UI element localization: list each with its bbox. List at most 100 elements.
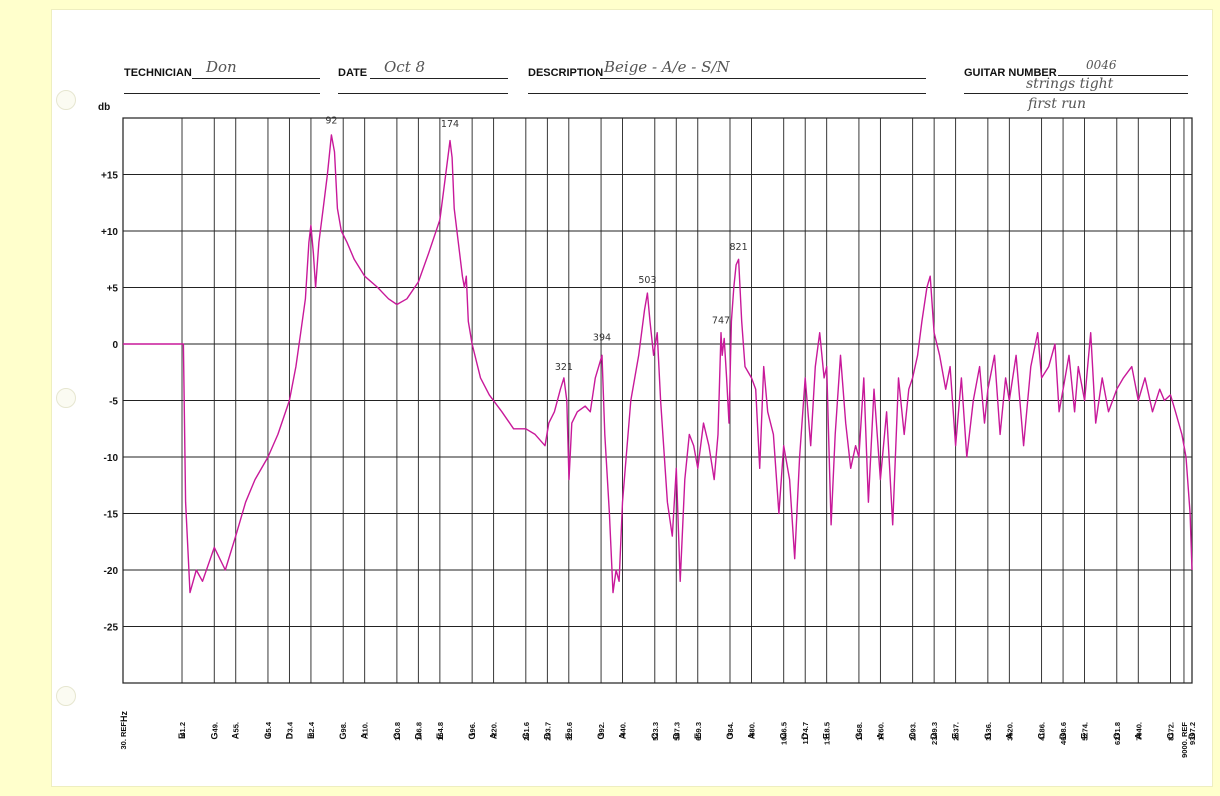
date-line-2 <box>338 93 508 94</box>
x-tick-label: 392. <box>597 722 606 737</box>
y-tick-label: -15 <box>104 510 119 521</box>
x-note-label: E <box>435 733 445 739</box>
x-note-label: C <box>263 732 273 739</box>
x-note-label: A <box>1004 732 1014 739</box>
x-note-label: E <box>693 733 703 739</box>
peak-annotation: 503 <box>638 275 656 286</box>
x-note-label: G <box>725 732 735 739</box>
x-note-label: D <box>800 732 810 739</box>
technician-line <box>192 78 320 79</box>
x-tick-label: 55. <box>232 722 241 732</box>
y-tick-label: +15 <box>101 171 118 182</box>
x-note-label: C <box>521 732 531 739</box>
x-note-label: E <box>822 733 832 739</box>
x-tick-label: 1760. <box>876 722 885 741</box>
peak-annotation: 321 <box>555 362 573 373</box>
x-tick-label: 8372. <box>1167 722 1176 741</box>
peak-annotation: 747 <box>712 316 730 327</box>
x-note-label: A <box>746 732 756 739</box>
x-note-label: C <box>779 732 789 739</box>
guitar-number-line <box>1058 75 1188 76</box>
notes-line-1: strings tight <box>1026 76 1114 92</box>
technician-label: TECHNICIAN <box>124 67 192 79</box>
x-tick-label: 293.7 <box>543 722 552 741</box>
chart-grid <box>122 117 1193 684</box>
punch-hole <box>56 388 76 408</box>
y-tick-labels: +15 +10 +5 0 -5 -10 -15 -20 -25 <box>101 171 118 634</box>
x-note-label: A <box>1133 732 1143 739</box>
x-note-label: A <box>231 732 241 739</box>
x-note-label: C <box>908 732 918 739</box>
x-tick-label: 7040. <box>1134 722 1143 741</box>
y-tick-label: +5 <box>107 284 119 295</box>
x-note-label: D <box>542 732 552 739</box>
x-note-label: A <box>360 732 370 739</box>
x-note-label: A <box>875 732 885 739</box>
x-note-label: C <box>392 732 402 739</box>
x-tick-label: 41.2 <box>178 722 187 737</box>
date-value: Oct 8 <box>384 58 426 76</box>
description-line-2 <box>528 93 926 94</box>
x-tick-label: 1568. <box>855 722 864 741</box>
x-tick-label: 3520. <box>1005 722 1014 741</box>
description-value: Beige - A/e - S/N <box>604 58 730 76</box>
x-tick-label: 4698.6 <box>1059 722 1068 745</box>
x-tick-label: 523.3 <box>651 722 660 741</box>
x-tick-label: 30. REF <box>119 722 128 750</box>
notes-line-2: first run <box>1028 96 1087 112</box>
x-tick-label: 6271.8 <box>1113 722 1122 745</box>
y-tick-label: +10 <box>101 227 118 238</box>
x-note-label: D <box>413 732 423 739</box>
x-tick-label: 2637. <box>952 722 961 741</box>
guitar-number-value: 0046 <box>1086 58 1117 72</box>
x-tick-label: 220. <box>490 722 499 737</box>
x-tick-label: 130.8 <box>393 722 402 741</box>
x-tick-label: 82.4 <box>307 721 316 736</box>
x-tick-label: 2349.3 <box>930 722 939 745</box>
x-tick-label: 49. <box>210 722 219 732</box>
description-line <box>600 78 926 79</box>
x-tick-label: 2093. <box>909 722 918 741</box>
chart-sheet <box>52 10 1212 786</box>
x-note-label: G <box>467 732 477 739</box>
y-tick-label: -10 <box>104 453 119 464</box>
x-note-label: D <box>929 732 939 739</box>
punch-hole <box>56 90 76 110</box>
x-tick-label: 9397.2 <box>1188 722 1197 745</box>
x-tick-label: 98. <box>339 722 348 732</box>
x-note-label: A <box>489 732 499 739</box>
x-note-label: G <box>209 732 219 739</box>
peak-annotation: 821 <box>730 242 748 253</box>
punch-hole <box>56 686 76 706</box>
x-tick-label: 1174.7 <box>801 722 810 745</box>
x-tick-label: 164.8 <box>436 722 445 741</box>
annotation-layer: 92 174 321 394 503 747 821 <box>325 116 747 373</box>
x-note-label: D <box>1058 732 1068 739</box>
technician-value: Don <box>206 58 237 76</box>
x-tick-label: 146.8 <box>414 722 423 741</box>
x-tick-label: 587.3 <box>672 722 681 741</box>
date-line <box>370 78 508 79</box>
x-tick-label: 4186. <box>1038 722 1047 741</box>
x-note-label: D <box>671 732 681 739</box>
x-note-label: E <box>177 733 187 739</box>
x-note-label: D <box>284 732 294 739</box>
y-tick-label: -5 <box>109 397 118 408</box>
x-note-label: G <box>1112 732 1122 739</box>
x-note-label: E <box>306 733 316 739</box>
x-tick-label: 196. <box>468 722 477 737</box>
peak-annotation: 394 <box>593 333 611 344</box>
x-tick-label: 9000. REF <box>1180 722 1189 758</box>
y-tick-label: -20 <box>104 566 119 577</box>
x-note-label: D <box>1187 732 1197 739</box>
technician-line-2 <box>124 93 320 94</box>
x-tick-label: 784. <box>726 722 735 737</box>
date-label: DATE <box>338 67 368 79</box>
x-tick-label: 3136. <box>984 722 993 741</box>
guitar-number-line-2 <box>964 93 1188 94</box>
peak-annotation: 92 <box>325 116 337 127</box>
x-note-label: G <box>338 732 348 739</box>
x-note-label: G <box>983 732 993 739</box>
